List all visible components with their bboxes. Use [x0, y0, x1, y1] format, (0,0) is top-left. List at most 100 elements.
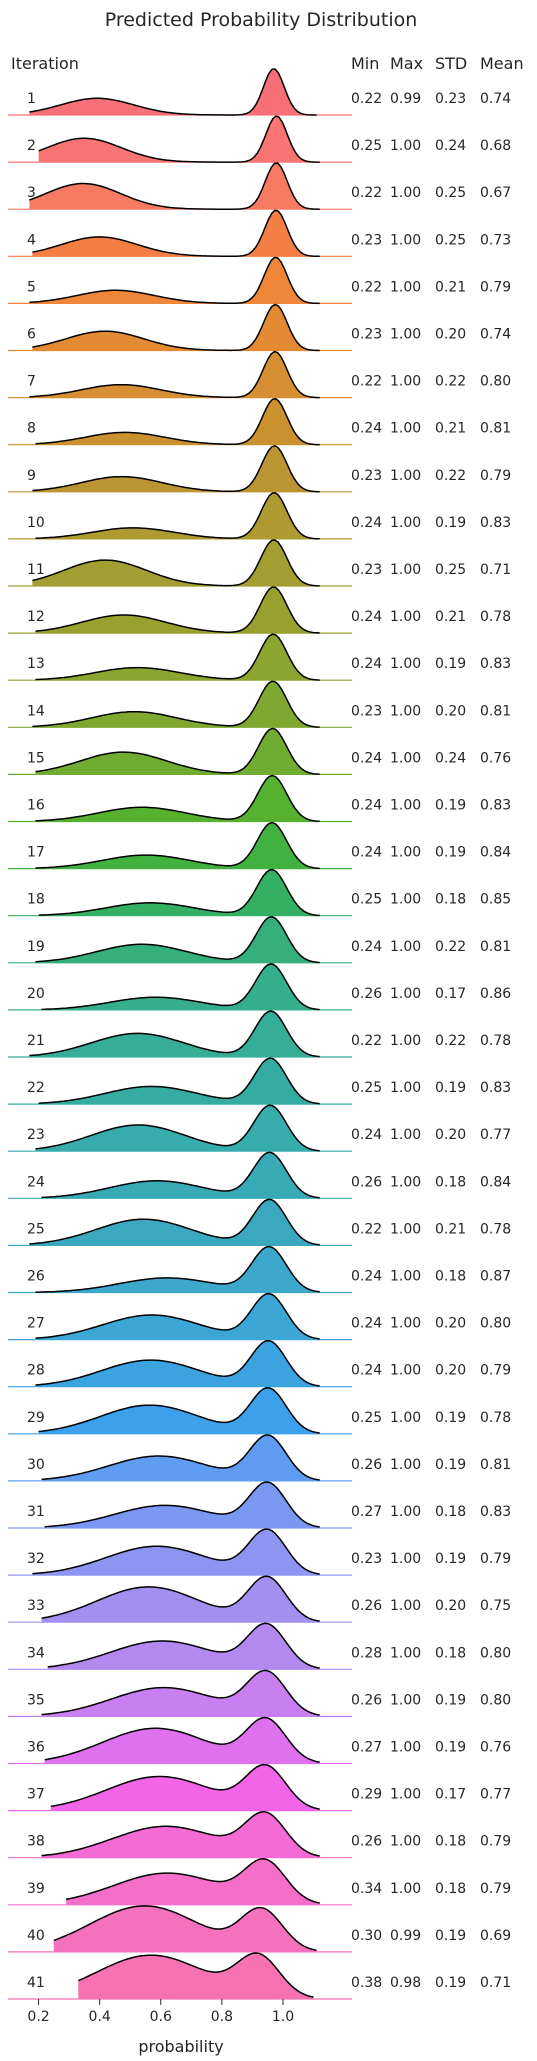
iteration-label: 11	[27, 562, 45, 578]
stat-mean: 0.79	[480, 279, 511, 295]
stat-max: 1.00	[390, 327, 421, 343]
ridge-area	[38, 116, 320, 163]
ridge-area	[35, 1293, 320, 1340]
iteration-label: 35	[27, 1692, 45, 1708]
stat-max: 1.00	[390, 1457, 421, 1473]
stat-std: 0.19	[435, 1551, 466, 1567]
chart-title: Predicted Probability Distribution	[105, 9, 418, 31]
stat-mean: 0.83	[480, 515, 511, 531]
iteration-label: 24	[27, 1174, 45, 1190]
x-tick-label: 0.6	[150, 2009, 172, 2025]
stat-header-min: Min	[351, 54, 379, 73]
iteration-label: 32	[27, 1551, 45, 1567]
stat-max: 1.00	[390, 1740, 421, 1756]
x-tick-label: 0.4	[89, 2009, 111, 2025]
stat-mean: 0.81	[480, 421, 511, 437]
stat-min: 0.24	[351, 656, 382, 672]
stat-min: 0.26	[351, 1692, 382, 1708]
stat-max: 1.00	[390, 515, 421, 531]
stat-std: 0.19	[435, 515, 466, 531]
stat-mean: 0.79	[480, 468, 511, 484]
ridge-outline	[78, 1952, 314, 1998]
stat-std: 0.18	[435, 1645, 466, 1661]
stat-min: 0.25	[351, 1410, 382, 1426]
ridge-area	[35, 1105, 320, 1152]
stat-max: 1.00	[390, 703, 421, 719]
stat-std: 0.19	[435, 1740, 466, 1756]
stat-std: 0.20	[435, 327, 466, 343]
stat-mean: 0.84	[480, 845, 511, 861]
stat-header-max: Max	[390, 54, 423, 73]
ridge-outline	[41, 963, 320, 1011]
iteration-label: 29	[27, 1410, 45, 1426]
ridge-area	[35, 916, 320, 963]
ridge-area	[32, 445, 320, 492]
ridge-area	[32, 1529, 320, 1576]
stat-mean: 0.86	[480, 986, 511, 1002]
stat-std: 0.18	[435, 1269, 466, 1285]
iteration-label: 23	[27, 1127, 45, 1143]
ridge-area	[38, 869, 320, 916]
stat-std: 0.18	[435, 892, 466, 908]
stat-mean: 0.76	[480, 1740, 511, 1756]
iteration-label: 1	[27, 91, 36, 107]
iteration-label: 17	[27, 845, 45, 861]
ridge-outline	[35, 727, 320, 775]
stat-max: 1.00	[390, 1645, 421, 1661]
ridge-area	[78, 1953, 314, 1999]
stat-std: 0.23	[435, 91, 466, 107]
ridge-area	[32, 210, 320, 257]
stat-min: 0.25	[351, 138, 382, 154]
ridge-area	[41, 1576, 320, 1623]
stat-std: 0.19	[435, 1457, 466, 1473]
ridge-area	[35, 398, 320, 445]
ridge-area	[29, 69, 317, 115]
stat-mean: 0.71	[480, 1975, 511, 1991]
ridge-outline	[32, 303, 320, 352]
stat-std: 0.19	[435, 798, 466, 814]
ridge-area	[32, 540, 320, 586]
ridge-area	[47, 1623, 320, 1670]
stat-mean: 0.68	[480, 138, 511, 154]
stat-min: 0.22	[351, 1221, 382, 1237]
stat-min: 0.22	[351, 91, 382, 107]
ridge-area	[29, 1011, 320, 1057]
stat-min: 0.22	[351, 1033, 382, 1049]
stat-min: 0.30	[351, 1928, 382, 1944]
iteration-label: 2	[27, 138, 36, 154]
stat-max: 0.99	[390, 91, 421, 107]
ridge-outline	[35, 633, 320, 681]
stat-max: 1.00	[390, 1881, 421, 1897]
stat-min: 0.24	[351, 1269, 382, 1285]
ridge-area	[35, 1340, 320, 1387]
stat-min: 0.24	[351, 845, 382, 861]
stat-max: 1.00	[390, 939, 421, 955]
iteration-label: 28	[27, 1363, 45, 1379]
stat-mean: 0.83	[480, 1504, 511, 1520]
ridge-outline	[29, 256, 320, 305]
x-axis-label: probability	[138, 2037, 223, 2056]
iteration-label: 10	[27, 515, 45, 531]
stat-max: 1.00	[390, 562, 421, 578]
stat-max: 1.00	[390, 1787, 421, 1803]
stat-min: 0.23	[351, 327, 382, 343]
stat-std: 0.22	[435, 374, 466, 390]
stat-mean: 0.75	[480, 1598, 511, 1614]
iteration-label: 19	[27, 939, 45, 955]
stat-max: 1.00	[390, 1316, 421, 1332]
ridge-outline	[29, 350, 320, 399]
x-tick-label: 0.2	[27, 2009, 49, 2025]
stat-min: 0.25	[351, 1080, 382, 1096]
stat-std: 0.18	[435, 1174, 466, 1190]
iteration-label: 40	[27, 1928, 45, 1944]
stat-max: 1.00	[390, 421, 421, 437]
stat-std: 0.22	[435, 468, 466, 484]
iteration-label: 37	[27, 1787, 45, 1803]
ridge-outline	[29, 162, 320, 210]
stat-std: 0.21	[435, 421, 466, 437]
ridge-area	[35, 822, 320, 869]
stat-mean: 0.83	[480, 1080, 511, 1096]
ridge-outline	[32, 680, 320, 728]
stat-max: 1.00	[390, 1551, 421, 1567]
